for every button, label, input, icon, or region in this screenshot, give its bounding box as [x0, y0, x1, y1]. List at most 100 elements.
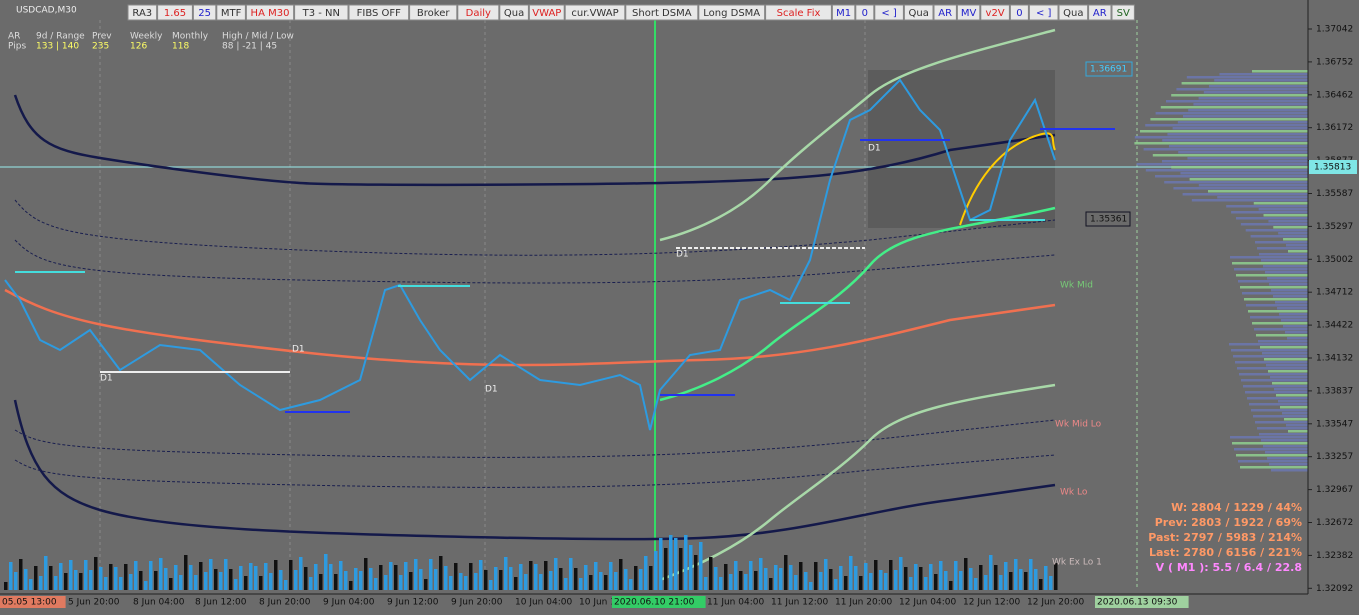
price-label: 1.36462 — [1316, 90, 1353, 100]
profile-bar — [1250, 316, 1308, 319]
volume-bar — [49, 566, 53, 590]
toolbar-label[interactable]: Scale Fix — [777, 8, 821, 19]
toolbar-label[interactable]: T3 - NN — [302, 8, 340, 19]
volume-bar — [814, 562, 818, 590]
profile-bar — [1286, 244, 1308, 247]
profile-bar — [1253, 202, 1308, 205]
toolbar-label[interactable]: 0 — [1016, 8, 1022, 19]
volume-bar — [954, 561, 958, 590]
toolbar-button[interactable] — [1088, 4, 1112, 21]
toolbar-button[interactable] — [499, 4, 529, 21]
toolbar-button[interactable] — [698, 4, 766, 21]
toolbar-button[interactable] — [1009, 4, 1029, 21]
toolbar-button[interactable] — [1111, 4, 1135, 21]
volume-bar — [979, 565, 983, 590]
toolbar-label[interactable]: Long DSMA — [703, 8, 760, 19]
toolbar-button[interactable] — [294, 4, 349, 21]
toolbar-label[interactable]: M1 — [836, 8, 851, 19]
volume-bar — [789, 565, 793, 590]
toolbar-label[interactable]: HA M30 — [251, 8, 290, 19]
toolbar-label[interactable]: MV — [961, 8, 977, 19]
toolbar-button[interactable] — [956, 4, 981, 21]
toolbar-label[interactable]: < ] — [881, 8, 897, 19]
volume-bar — [519, 564, 523, 590]
toolbar-button[interactable] — [127, 4, 158, 21]
toolbar-label[interactable]: 25 — [198, 8, 211, 19]
profile-bar — [1198, 184, 1308, 187]
volume-bar — [1024, 572, 1028, 590]
profile-bar — [1278, 232, 1308, 235]
toolbar-label[interactable]: RA3 — [132, 8, 152, 19]
toolbar-label[interactable]: VWAP — [532, 8, 561, 19]
volume-bar — [284, 580, 288, 590]
toolbar-button[interactable] — [874, 4, 904, 21]
profile-bar — [1251, 409, 1308, 412]
toolbar-label[interactable]: < ] — [1036, 8, 1052, 19]
toolbar-label[interactable]: Qua — [504, 8, 524, 19]
toolbar-label[interactable]: cur.VWAP — [571, 8, 618, 19]
toolbar-button[interactable] — [933, 4, 957, 21]
toolbar-button[interactable] — [980, 4, 1010, 21]
profile-bar — [1169, 145, 1308, 148]
volume-bar — [344, 571, 348, 590]
toolbar-button[interactable] — [348, 4, 410, 21]
toolbar-label[interactable]: MTF — [221, 8, 242, 19]
volume-bar — [594, 562, 598, 590]
toolbar-label[interactable]: SV — [1117, 8, 1130, 19]
time-label: 2020.06.13 09:30 — [1097, 598, 1178, 608]
profile-bar — [1256, 334, 1308, 337]
volume-bar — [794, 575, 798, 590]
profile-bar — [1182, 193, 1308, 196]
volume-bar — [469, 563, 473, 590]
volume-bar — [389, 562, 393, 590]
toolbar-button[interactable] — [409, 4, 458, 21]
price-label: 1.34712 — [1316, 288, 1353, 298]
volume-bar — [24, 569, 28, 590]
info-cell: 88 | -21 | 45 — [222, 42, 277, 52]
volume-bar — [524, 574, 528, 590]
toolbar-label[interactable]: Qua — [1063, 8, 1083, 19]
price-label: 1.33547 — [1316, 419, 1353, 429]
profile-bar — [1191, 199, 1308, 202]
toolbar-button[interactable] — [528, 4, 565, 21]
toolbar-label[interactable]: Qua — [909, 8, 929, 19]
volume-bar — [784, 555, 788, 590]
toolbar-button[interactable] — [245, 4, 295, 21]
profile-bar — [1270, 376, 1308, 379]
toolbar-button[interactable] — [1058, 4, 1089, 21]
toolbar-label[interactable]: 1.65 — [164, 8, 186, 19]
toolbar-label[interactable]: v2V — [986, 8, 1005, 19]
volume-bar — [744, 574, 748, 590]
toolbar-button[interactable] — [765, 4, 832, 21]
volume-bar — [674, 538, 678, 590]
profile-bar — [1237, 367, 1308, 370]
volume-bars — [4, 535, 1058, 590]
toolbar-button[interactable] — [216, 4, 246, 21]
volume-bar — [304, 567, 308, 590]
volume-bar — [1014, 559, 1018, 590]
volume-bar — [849, 556, 853, 590]
toolbar-label[interactable]: AR — [1093, 8, 1107, 19]
toolbar-label[interactable]: Daily — [466, 8, 491, 19]
profile-bar — [1155, 112, 1308, 115]
toolbar-button[interactable] — [1028, 4, 1059, 21]
toolbar-label[interactable]: Broker — [417, 8, 450, 19]
toolbar-label[interactable]: FIBS OFF — [357, 8, 402, 19]
volume-bar — [654, 551, 658, 590]
toolbar-button[interactable] — [855, 4, 875, 21]
toolbar-button[interactable] — [831, 4, 856, 21]
period-separators — [99, 20, 1138, 590]
profile-bar — [1134, 136, 1308, 139]
toolbar-label[interactable]: AR — [938, 8, 952, 19]
toolbar-button[interactable] — [457, 4, 500, 21]
toolbar-button[interactable] — [625, 4, 699, 21]
price-label: 1.37042 — [1316, 25, 1353, 35]
toolbar-button[interactable] — [157, 4, 193, 21]
toolbar-button[interactable] — [564, 4, 626, 21]
toolbar-button[interactable] — [192, 4, 217, 21]
toolbar-button[interactable] — [903, 4, 934, 21]
toolbar-label[interactable]: Short DSMA — [632, 8, 692, 19]
toolbar-label[interactable]: 0 — [862, 8, 868, 19]
volume-bar — [514, 577, 518, 590]
profile-bar — [1275, 301, 1308, 304]
